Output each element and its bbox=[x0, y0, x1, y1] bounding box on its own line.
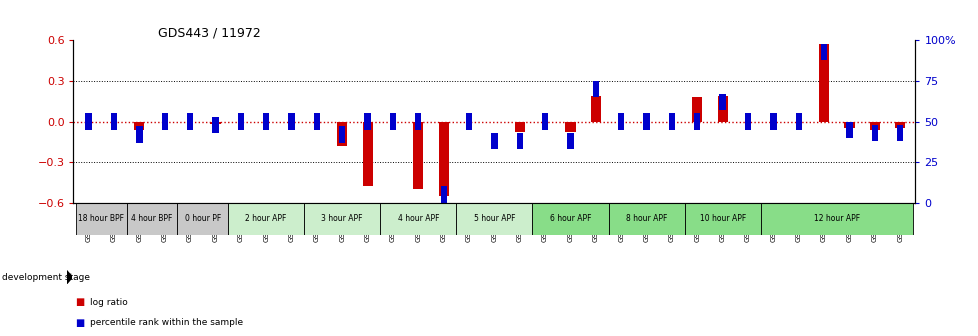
Bar bbox=[516, 133, 522, 149]
Bar bbox=[868, 122, 879, 130]
Text: 12 hour APF: 12 hour APF bbox=[813, 214, 859, 223]
Bar bbox=[532, 203, 608, 235]
Bar bbox=[691, 97, 701, 122]
Bar bbox=[364, 114, 371, 130]
Text: 2 hour APF: 2 hour APF bbox=[245, 214, 287, 223]
Bar bbox=[592, 81, 599, 97]
Text: GDS443 / 11972: GDS443 / 11972 bbox=[157, 26, 260, 39]
Text: 10 hour APF: 10 hour APF bbox=[699, 214, 745, 223]
Bar bbox=[693, 114, 699, 130]
Bar bbox=[134, 122, 145, 130]
Bar bbox=[438, 122, 448, 196]
Bar bbox=[795, 114, 801, 130]
Bar bbox=[566, 133, 573, 149]
Text: percentile rank within the sample: percentile rank within the sample bbox=[90, 318, 243, 327]
Bar bbox=[617, 114, 624, 130]
Bar bbox=[177, 203, 228, 235]
Text: 8 hour APF: 8 hour APF bbox=[625, 214, 667, 223]
Text: ■: ■ bbox=[75, 318, 84, 328]
Text: ■: ■ bbox=[75, 297, 84, 307]
Bar bbox=[362, 122, 373, 186]
Text: 4 hour APF: 4 hour APF bbox=[397, 214, 438, 223]
Text: 4 hour BPF: 4 hour BPF bbox=[131, 214, 172, 223]
Bar bbox=[760, 203, 911, 235]
Text: 3 hour APF: 3 hour APF bbox=[321, 214, 363, 223]
Bar bbox=[440, 186, 446, 203]
Bar bbox=[111, 114, 117, 130]
Bar bbox=[466, 114, 471, 130]
Polygon shape bbox=[67, 270, 72, 284]
Bar bbox=[136, 126, 143, 143]
Bar bbox=[770, 114, 776, 130]
Bar bbox=[76, 203, 126, 235]
Bar bbox=[643, 114, 649, 130]
Bar bbox=[608, 203, 684, 235]
Bar bbox=[210, 122, 220, 124]
Bar bbox=[187, 114, 193, 130]
Bar bbox=[336, 122, 347, 146]
Bar bbox=[514, 122, 524, 132]
Bar bbox=[161, 114, 167, 130]
Bar bbox=[212, 117, 218, 133]
Bar bbox=[744, 114, 750, 130]
Bar bbox=[819, 44, 828, 122]
Bar bbox=[845, 122, 852, 138]
Bar bbox=[843, 122, 854, 128]
Bar bbox=[389, 114, 396, 130]
Bar bbox=[238, 114, 244, 130]
Text: 0 hour PF: 0 hour PF bbox=[185, 214, 221, 223]
Bar bbox=[85, 114, 92, 130]
Text: 6 hour APF: 6 hour APF bbox=[550, 214, 591, 223]
Bar bbox=[313, 114, 320, 130]
Bar bbox=[821, 44, 826, 60]
Text: development stage: development stage bbox=[2, 273, 90, 282]
Bar bbox=[228, 203, 304, 235]
Bar bbox=[565, 122, 575, 132]
Bar bbox=[338, 126, 345, 143]
Bar bbox=[491, 133, 497, 149]
Bar bbox=[456, 203, 532, 235]
Bar bbox=[263, 114, 269, 130]
Bar bbox=[684, 203, 760, 235]
Bar bbox=[542, 114, 548, 130]
Bar bbox=[894, 122, 905, 128]
Bar bbox=[413, 122, 422, 189]
Bar bbox=[415, 114, 422, 130]
Bar bbox=[126, 203, 177, 235]
Text: 18 hour BPF: 18 hour BPF bbox=[78, 214, 124, 223]
Bar bbox=[668, 114, 675, 130]
Bar bbox=[896, 125, 903, 141]
Text: 5 hour APF: 5 hour APF bbox=[473, 214, 514, 223]
Bar bbox=[717, 96, 727, 122]
Bar bbox=[870, 125, 877, 141]
Text: log ratio: log ratio bbox=[90, 298, 128, 307]
Bar bbox=[379, 203, 456, 235]
Bar bbox=[304, 203, 379, 235]
Bar bbox=[719, 94, 725, 110]
Bar bbox=[590, 96, 600, 122]
Bar bbox=[289, 114, 294, 130]
